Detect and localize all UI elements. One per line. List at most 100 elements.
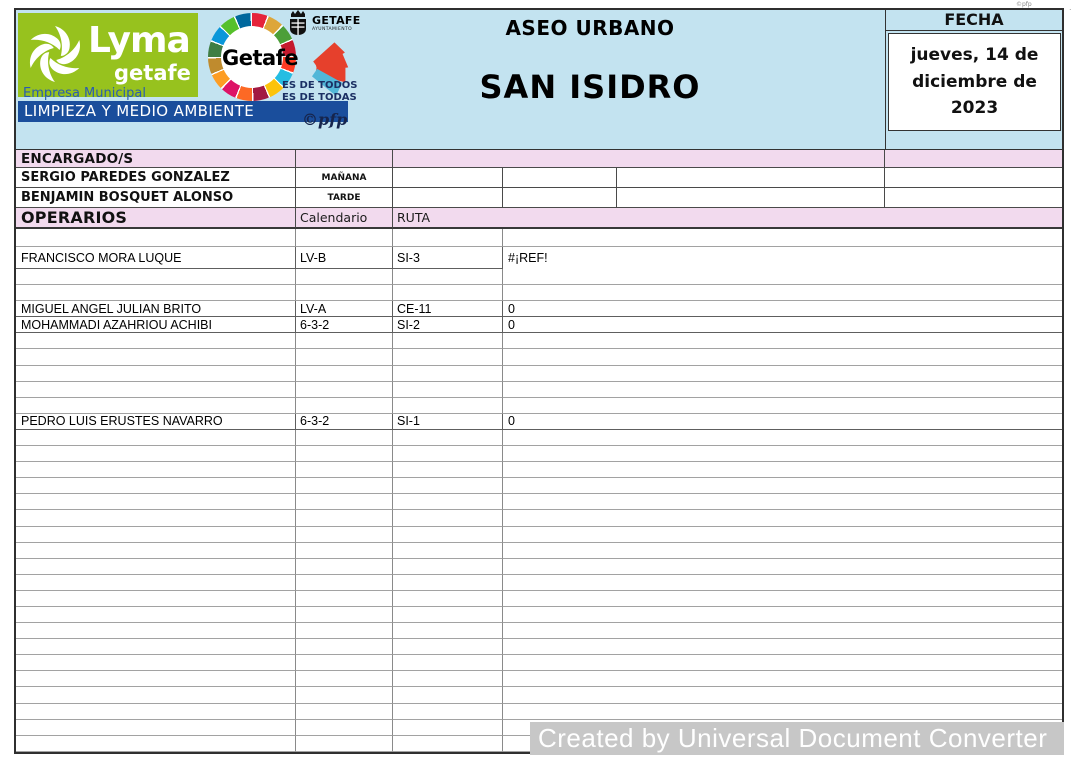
lyma-wordmark-sub: getafe	[114, 61, 191, 85]
operario-row	[16, 269, 1062, 286]
operario-calendario-cell	[296, 397, 393, 414]
operario-calendario-cell: 6-3-2	[296, 413, 393, 430]
operario-ruta-cell	[393, 397, 503, 414]
fecha-divider	[885, 10, 886, 149]
encargado-shift-cell: TARDE	[296, 188, 393, 208]
operario-ruta-cell	[393, 510, 503, 527]
operario-calendario-cell	[296, 365, 393, 382]
empty-cell	[617, 188, 885, 208]
watermark: Created by Universal Document Converter	[530, 722, 1064, 755]
operario-calendario-cell	[296, 510, 393, 527]
operario-calendario-cell: LV-B	[296, 247, 393, 269]
operario-ruta-cell	[393, 703, 503, 720]
operarios-header-row: OPERARIOS Calendario RUTA	[16, 208, 1062, 229]
operario-name-cell	[16, 574, 296, 591]
operario-row: MOHAMMADI AZAHRIOU ACHIBI 6-3-2 SI-2 0	[16, 317, 1062, 334]
page-title: SAN ISIDRO	[479, 68, 701, 106]
fecha-label: FECHA	[886, 10, 1062, 31]
operario-valor-cell	[503, 704, 1062, 720]
operario-row	[16, 462, 1062, 479]
operario-name-cell	[16, 639, 296, 656]
operario-row	[16, 333, 1062, 350]
operario-valor-cell	[503, 333, 1062, 350]
operario-name-cell	[16, 542, 296, 559]
operario-valor-cell	[503, 366, 1062, 382]
operario-ruta-cell	[393, 229, 503, 247]
operario-row	[16, 639, 1062, 656]
lyma-wordmark: Lyma	[88, 20, 191, 61]
limpieza-bar: LIMPIEZA Y MEDIO AMBIENTE	[18, 101, 348, 122]
operario-valor-cell: 0	[503, 301, 1062, 318]
corner-copyright-mark: ©pfp	[1016, 1, 1032, 8]
operario-row	[16, 655, 1062, 672]
operario-valor-cell	[503, 285, 1062, 302]
operario-valor-cell	[503, 494, 1062, 511]
operario-calendario-cell	[296, 229, 393, 247]
operario-row	[16, 671, 1062, 688]
operario-ruta-cell: SI-1	[393, 413, 503, 430]
operario-ruta-cell	[393, 349, 503, 366]
operario-row	[16, 429, 1062, 447]
operario-valor-cell	[503, 639, 1062, 656]
operario-name-cell	[16, 558, 296, 575]
operario-row	[16, 446, 1062, 463]
operario-name-cell	[16, 655, 296, 672]
getafe-tagline: ES DE TODOS ES DE TODAS	[282, 80, 357, 104]
crest-title: GETAFE	[312, 14, 361, 27]
encargado-name-cell: SERGIO PAREDES GONZALEZ	[16, 168, 296, 188]
operario-row	[16, 687, 1062, 704]
operario-valor-cell	[503, 575, 1062, 591]
operario-ruta-cell	[393, 381, 503, 398]
operario-name-cell	[16, 606, 296, 624]
operario-ruta-cell	[393, 333, 503, 350]
operario-row	[16, 558, 1062, 575]
operario-calendario-cell	[296, 558, 393, 575]
operario-name-cell	[16, 229, 296, 247]
operario-name-cell	[16, 671, 296, 688]
operario-calendario-cell	[296, 349, 393, 366]
operario-calendario-cell	[296, 655, 393, 672]
operario-ruta-cell	[393, 526, 503, 543]
operario-row	[16, 229, 1062, 247]
operario-row	[16, 590, 1062, 607]
calendario-column-header: Calendario	[296, 208, 393, 229]
operario-calendario-cell	[296, 590, 393, 607]
operario-name-cell	[16, 333, 296, 350]
operario-calendario-cell	[296, 478, 393, 495]
operario-name-cell	[16, 510, 296, 527]
getafe-fan-icon	[312, 42, 349, 96]
operario-calendario-cell	[296, 269, 393, 286]
operario-row	[16, 365, 1062, 382]
operario-ruta-cell	[393, 446, 503, 463]
operario-valor-cell	[503, 229, 1062, 247]
operario-valor-cell	[503, 430, 1062, 447]
getafe-wordmark: Getafe	[222, 46, 299, 70]
operario-valor-cell	[503, 398, 1062, 414]
tagline-line2: ES DE TODAS	[282, 92, 357, 103]
empty-cell	[296, 150, 393, 168]
operario-valor-cell	[503, 623, 1062, 640]
service-title: ASEO URBANO	[505, 16, 675, 40]
lyma-swirl-icon	[30, 25, 80, 83]
lyma-logo: Lyma getafe	[18, 13, 198, 97]
operario-calendario-cell: LV-A	[296, 301, 393, 318]
operario-name-cell	[16, 397, 296, 414]
operario-valor-cell	[503, 687, 1062, 704]
operario-valor-cell	[503, 559, 1062, 575]
operario-name-cell	[16, 735, 296, 752]
pfp-signature: ©pfp	[302, 110, 348, 129]
operario-name-cell: PEDRO LUIS ERUSTES NAVARRO	[16, 413, 296, 430]
operario-valor-cell	[503, 462, 1062, 479]
operario-name-cell	[16, 446, 296, 463]
operario-calendario-cell	[296, 671, 393, 688]
operario-calendario-cell	[296, 429, 393, 447]
sdg-ring	[208, 13, 296, 101]
operario-row	[16, 510, 1062, 527]
header-band: Lyma getafe Empresa Municipal LIMPIEZA Y…	[16, 10, 1062, 150]
operario-name-cell	[16, 494, 296, 511]
encargado-row: BENJAMIN BOSQUET ALONSO TARDE	[16, 188, 1062, 208]
operario-ruta-cell	[393, 655, 503, 672]
operario-valor-cell	[503, 478, 1062, 495]
document-sheet: Lyma getafe Empresa Municipal LIMPIEZA Y…	[14, 8, 1064, 754]
operario-row	[16, 526, 1062, 543]
